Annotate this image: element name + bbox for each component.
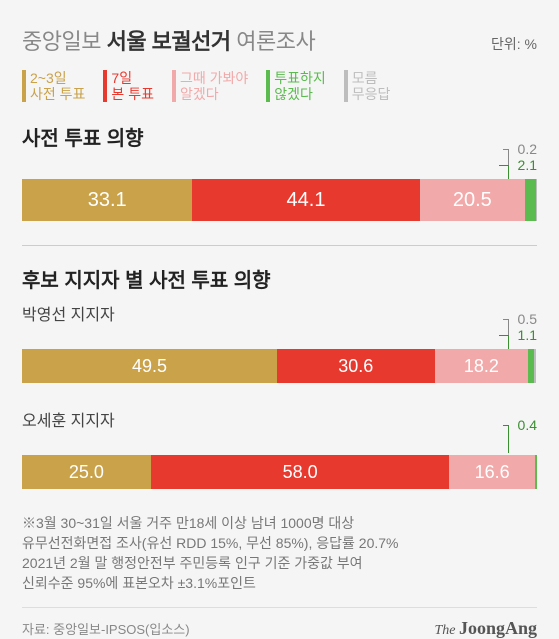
callout-label: 0.5	[518, 311, 537, 327]
bar-segment: 16.6	[449, 455, 534, 489]
title-bold: 서울 보궐선거	[107, 29, 231, 54]
bar-segment: 20.5	[420, 179, 526, 221]
bar-segment: 18.2	[435, 349, 529, 383]
footnote: ※3월 30~31일 서울 거주 만18세 이상 남녀 1000명 대상 유무선…	[22, 513, 537, 593]
section1-callouts: 0.22.1	[22, 159, 537, 177]
legend-swatch	[344, 70, 348, 102]
legend-label: 7일 본 투표	[111, 70, 154, 102]
legend-swatch	[22, 70, 26, 102]
callout-label: 1.1	[518, 327, 537, 343]
callout-label: 2.1	[518, 157, 537, 173]
row-bar-wrap: 0.4 25.058.016.6	[22, 435, 537, 489]
legend-swatch	[172, 70, 176, 102]
bar-segment: 49.5	[22, 349, 277, 383]
bar-segment	[536, 179, 537, 221]
source-row: 자료: 중앙일보-IPSOS(입소스) The JoongAng	[22, 607, 537, 639]
row-bar-wrap: 0.51.1 49.530.618.2	[22, 329, 537, 383]
section2-title: 후보 지지자 별 사전 투표 의향	[22, 264, 537, 293]
legend-swatch	[103, 70, 107, 102]
brand-name: JoongAng	[459, 618, 537, 638]
legend-label: 그때 가봐야 알겠다	[180, 70, 248, 102]
chart-title: 중앙일보 서울 보궐선거 여론조사	[22, 24, 315, 56]
callout-line	[503, 425, 509, 453]
legend-item: 투표하지 않겠다	[266, 70, 326, 102]
legend-item: 7일 본 투표	[103, 70, 154, 102]
section1-bar-wrap: 0.22.1 33.144.120.5	[22, 159, 537, 221]
bar-segment	[535, 455, 537, 489]
legend-swatch	[266, 70, 270, 102]
bar-segment: 30.6	[277, 349, 435, 383]
callout-label: 0.2	[518, 141, 537, 157]
legend-item: 그때 가봐야 알겠다	[172, 70, 248, 102]
row-bar: 49.530.618.2	[22, 349, 537, 383]
bar-segment: 58.0	[151, 455, 450, 489]
legend-label: 2~3일 사전 투표	[30, 70, 85, 102]
bar-segment: 44.1	[192, 179, 419, 221]
section1-bar: 33.144.120.5	[22, 179, 537, 221]
row-bar: 25.058.016.6	[22, 455, 537, 489]
chart-header: 중앙일보 서울 보궐선거 여론조사 단위: %	[22, 24, 537, 56]
callout-line	[499, 165, 509, 179]
bar-segment: 33.1	[22, 179, 192, 221]
legend-label: 투표하지 않겠다	[274, 70, 326, 102]
title-suffix: 여론조사	[231, 29, 316, 54]
legend-item: 모름 무응답	[344, 70, 391, 102]
callout-line	[499, 335, 509, 349]
row-callouts: 0.51.1	[22, 329, 537, 347]
unit-label: 단위: %	[491, 34, 537, 54]
bar-segment	[534, 349, 537, 383]
section-divider	[22, 245, 537, 246]
callout-label: 0.4	[518, 417, 537, 433]
row-label: 박영선 지지자	[22, 301, 537, 325]
title-prefix: 중앙일보	[22, 29, 107, 54]
bar-segment	[525, 179, 536, 221]
bar-segment: 25.0	[22, 455, 151, 489]
row-label: 오세훈 지지자	[22, 407, 537, 431]
legend-item: 2~3일 사전 투표	[22, 70, 85, 102]
source-label: 자료: 중앙일보-IPSOS(입소스)	[22, 619, 190, 638]
legend: 2~3일 사전 투표 7일 본 투표 그때 가봐야 알겠다 투표하지 않겠다 모름 무응…	[22, 70, 537, 102]
row-callouts: 0.4	[22, 435, 537, 453]
legend-label: 모름 무응답	[352, 70, 391, 102]
section1-title: 사전 투표 의향	[22, 122, 537, 151]
brand-logo: The JoongAng	[434, 618, 537, 639]
